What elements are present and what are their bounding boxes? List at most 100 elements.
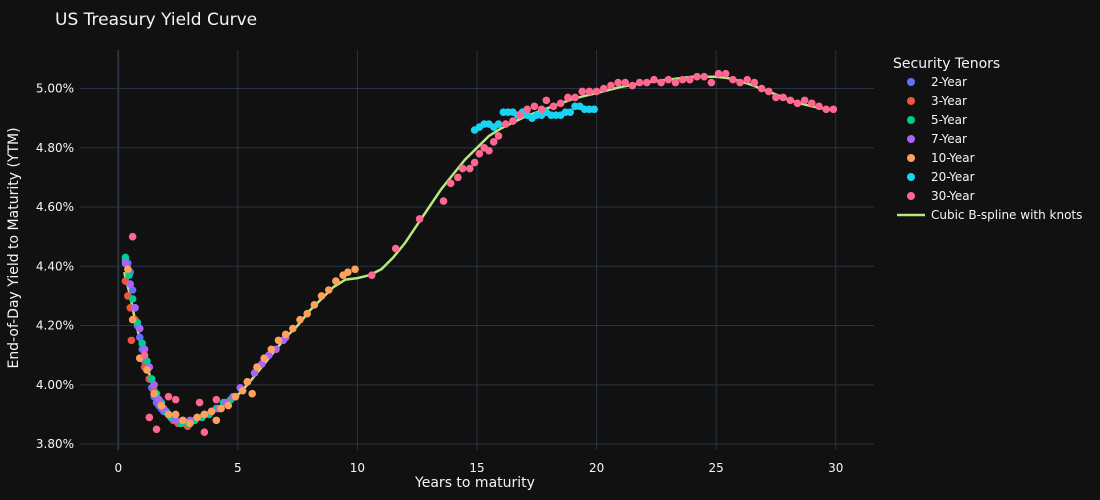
data-point (171, 395, 180, 404)
legend-item-10-year[interactable]: 10-Year (907, 151, 975, 165)
data-point (155, 395, 163, 404)
data-point (186, 419, 194, 428)
data-point (808, 99, 816, 108)
data-point (466, 164, 474, 173)
data-point (714, 69, 723, 78)
data-point (530, 102, 539, 111)
data-point (614, 78, 622, 87)
data-point (171, 410, 180, 419)
data-point (678, 75, 687, 84)
data-point (736, 78, 744, 87)
legend-item-cubic-b-spline-with-knots[interactable]: Cubic B-spline with knots (897, 208, 1082, 222)
y-tick-label: 4.40% (36, 259, 74, 273)
data-point (578, 87, 587, 96)
data-point (743, 75, 752, 84)
data-point (523, 105, 532, 114)
data-point (571, 93, 579, 102)
data-point (800, 96, 809, 105)
data-point (195, 398, 204, 407)
y-tick-label: 5.00% (36, 82, 74, 96)
data-point (764, 87, 773, 96)
data-point (238, 386, 247, 395)
data-point (243, 378, 252, 386)
y-tick-label: 4.60% (36, 200, 74, 214)
data-point (131, 303, 139, 312)
data-point (721, 69, 730, 78)
x-axis-title: Years to maturity (414, 475, 535, 491)
data-point (164, 392, 173, 401)
axis-ticks: 0 5 10 15 20 25 30 3.80% 4.00% 4.20% 4.40% 4.60% 4.8… (36, 82, 844, 475)
y-axis-title: End-of-Day Yield to Maturity (YTM) (6, 127, 22, 368)
y-tick-label: 3.80% (36, 437, 74, 451)
data-point (700, 72, 708, 81)
data-point (253, 363, 261, 371)
data-point (124, 265, 132, 274)
data-point (643, 78, 651, 87)
data-point (164, 410, 173, 419)
data-point (750, 78, 759, 87)
legend-label: Cubic B-spline with knots (931, 208, 1082, 222)
data-point (786, 96, 795, 105)
legend-items[interactable]: 2-Year 3-Year 5-Year 7-Year 10-Year 20-Year 30… (897, 75, 1082, 222)
legend-item-30-year[interactable]: 30-Year (907, 189, 975, 203)
legend-item-7-year[interactable]: 7-Year (907, 132, 967, 146)
data-point (125, 271, 133, 279)
data-point (135, 333, 144, 342)
data-point (193, 413, 201, 422)
data-point (772, 93, 780, 102)
data-point (231, 392, 240, 401)
data-point (140, 345, 149, 354)
data-point (542, 96, 551, 105)
data-point (590, 105, 598, 114)
data-point (628, 81, 637, 90)
data-point (224, 401, 233, 410)
legend-label: 5-Year (931, 113, 967, 127)
data-point (128, 232, 137, 241)
legend-label: 7-Year (931, 132, 967, 146)
data-point (829, 105, 838, 114)
data-point (564, 93, 572, 102)
data-point (212, 395, 221, 404)
data-point (779, 93, 787, 102)
series-7-year (121, 259, 290, 425)
data-point (729, 75, 737, 84)
x-tick-label: 0 (114, 461, 122, 475)
legend-marker-swatch (907, 192, 915, 200)
data-point (121, 259, 130, 268)
data-point (516, 111, 524, 119)
legend-marker-swatch (907, 154, 915, 162)
data-point (635, 78, 644, 87)
data-point (289, 324, 297, 333)
data-point (303, 309, 311, 318)
data-point (621, 78, 630, 87)
data-point (147, 375, 156, 383)
data-point (415, 215, 424, 223)
data-point (152, 425, 161, 434)
legend-item-3-year[interactable]: 3-Year (907, 94, 967, 108)
data-point (509, 117, 517, 125)
x-tick-label: 30 (828, 461, 843, 475)
chart-title: US Treasury Yield Curve (55, 10, 257, 30)
data-point (126, 280, 135, 288)
legend-label: 30-Year (931, 189, 975, 203)
data-point (135, 324, 144, 333)
data-point (657, 78, 665, 87)
data-point (128, 315, 137, 324)
legend[interactable]: Security Tenors 2-Year 3-Year 5-Year 7-Year… (893, 56, 1082, 222)
legend-item-20-year[interactable]: 20-Year (907, 170, 975, 184)
data-point (344, 268, 352, 277)
legend-title: Security Tenors (893, 56, 1000, 72)
data-point (296, 315, 304, 324)
data-point (566, 108, 575, 117)
data-point (607, 81, 615, 90)
series-30-year (128, 69, 838, 437)
legend-label: 20-Year (931, 170, 975, 184)
data-point (494, 132, 503, 140)
x-tick-label: 25 (709, 461, 724, 475)
legend-label: 10-Year (931, 151, 975, 165)
legend-item-5-year[interactable]: 5-Year (907, 113, 967, 127)
data-point (585, 87, 594, 96)
legend-item-2-year[interactable]: 2-Year (907, 75, 967, 89)
data-point (391, 244, 400, 253)
